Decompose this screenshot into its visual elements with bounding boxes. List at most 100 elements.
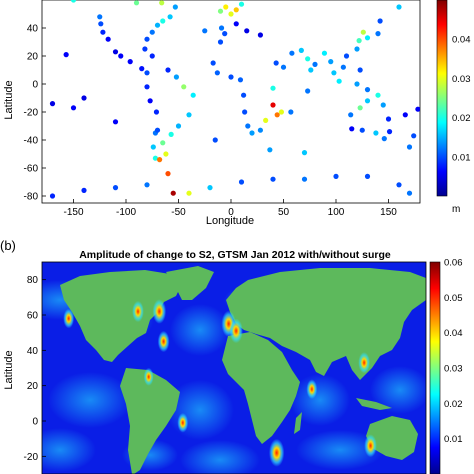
panel-a-point — [142, 46, 148, 52]
panel-a-point — [112, 185, 119, 191]
panel-b-amplitude-region — [290, 374, 350, 426]
panel-a-axes: -150 -100 -50 0 50 100 150 40 20 0 -20 -40 -60 -80 — [24, 24, 398, 219]
panel-a-point — [139, 66, 145, 72]
panel-a-point — [354, 81, 360, 87]
panel-a-point — [170, 190, 176, 196]
panel-a-point — [168, 131, 174, 137]
panel-a-point — [212, 137, 218, 143]
panel-a-point — [375, 92, 381, 98]
panel-a-point — [112, 49, 119, 55]
panel-a-point — [402, 112, 408, 118]
panel-a-point — [173, 74, 179, 80]
panel-a-point — [165, 67, 171, 73]
panel-a-point — [270, 176, 276, 182]
land-europe-asia — [226, 268, 426, 380]
panel-a-point — [386, 129, 393, 135]
panel-a-point — [233, 7, 239, 13]
panel-b-hotspot — [268, 438, 285, 467]
panel-b-ytick-label: 80 — [27, 275, 39, 286]
panel-a-point — [305, 56, 311, 62]
panel-a-ytick-label: -20 — [24, 108, 39, 119]
panel-a-point — [373, 130, 379, 136]
panel-b-colorbar-label: 0.04 — [444, 328, 463, 339]
panel-b-colorbar-label: 0.02 — [444, 399, 463, 410]
panel-a-xtick-label: 50 — [278, 207, 290, 218]
panel-b-amplitude-region — [170, 304, 230, 356]
panel-b-ytick-label: 60 — [27, 311, 39, 322]
panel-a-point — [186, 190, 192, 196]
land-greenland — [166, 266, 214, 300]
panel-a-point — [49, 193, 56, 199]
panel-a-point — [233, 21, 239, 27]
panel-a-point — [340, 64, 346, 70]
panel-b-hotspot — [229, 318, 243, 344]
panel-a-point — [81, 95, 87, 101]
panel-a-point — [406, 190, 413, 196]
panel-a-point — [98, 21, 104, 27]
panel-a-point — [228, 11, 234, 17]
panel-b-colorbar-label: 0.03 — [444, 364, 463, 375]
panel-a-point — [144, 84, 150, 90]
panel-b-ylabel: Latitude — [3, 350, 15, 389]
panel-a-ytick-label: 0 — [32, 80, 38, 91]
panel-b-hotspot — [177, 412, 189, 433]
panel-a-point — [377, 18, 383, 24]
panel-a-point — [172, 4, 178, 10]
panel-a-point — [348, 112, 354, 118]
panel-a-point — [167, 14, 173, 20]
panel-a-point — [267, 147, 273, 153]
panel-a-point — [257, 32, 263, 38]
panel-a-ytick-label: 20 — [27, 52, 39, 63]
panel-a-point — [406, 144, 413, 150]
panel-a-point — [288, 109, 294, 115]
panel-a-colorbar-ticks: 0.04 0.03 0.02 0.01 — [452, 35, 471, 164]
panel-a-point — [238, 179, 245, 185]
panel-b-ytick-label: -20 — [24, 452, 39, 463]
panel-a-point — [152, 155, 158, 161]
panel-a-point — [357, 67, 363, 73]
panel-a-ytick-label: -40 — [24, 136, 39, 147]
panel-a-point — [343, 53, 350, 59]
panel-a-point — [144, 70, 150, 76]
panel-a-xtick-label: -50 — [171, 207, 186, 218]
panel-a-point — [175, 123, 182, 129]
panel-a-point — [312, 61, 318, 67]
panel-a-point — [149, 29, 155, 35]
panel-a-point — [144, 182, 150, 188]
panel-a-point — [237, 77, 244, 83]
panel-a-point — [364, 173, 371, 179]
panel-a-point — [357, 105, 363, 111]
panel-a-point — [159, 0, 165, 6]
panel-a-point — [154, 22, 161, 28]
panel-a-point — [364, 87, 371, 93]
panel-a-point — [157, 157, 163, 163]
panel-a-point — [190, 92, 196, 98]
panel-a-point — [375, 30, 381, 37]
panel-a-point — [147, 98, 153, 104]
panel-a-point — [70, 0, 77, 3]
panel-a-point — [217, 8, 224, 14]
panel-a-point — [301, 150, 308, 156]
panel-a-point — [349, 126, 355, 132]
panel-a-point — [360, 29, 366, 35]
panel-a-point — [154, 127, 161, 133]
panel-a-point — [49, 101, 56, 107]
panel-a-point — [160, 140, 166, 146]
panel-a-point — [257, 127, 263, 133]
panel-a-point — [331, 70, 337, 76]
panel-b-colorbar — [429, 261, 441, 474]
land-madagascar — [294, 412, 302, 434]
panel-a-point — [278, 109, 284, 115]
panel-a-point — [336, 78, 342, 84]
panel-a-point — [127, 59, 133, 65]
panel-a-point — [289, 50, 295, 56]
panel-b-hotspot — [63, 308, 75, 329]
panel-b-colorbar-label: 0.06 — [444, 258, 463, 269]
panel-a-xlabel: Longitude — [206, 215, 254, 227]
panel-a-colorbar-label: 0.04 — [452, 35, 471, 46]
panel-a-point — [160, 18, 166, 24]
panel-a-xtick-label: 0 — [228, 207, 234, 218]
panel-b-amplitude-region — [370, 366, 426, 414]
panel-a-colorbar-label: 0.02 — [452, 113, 471, 124]
panel-a-point — [356, 38, 362, 44]
